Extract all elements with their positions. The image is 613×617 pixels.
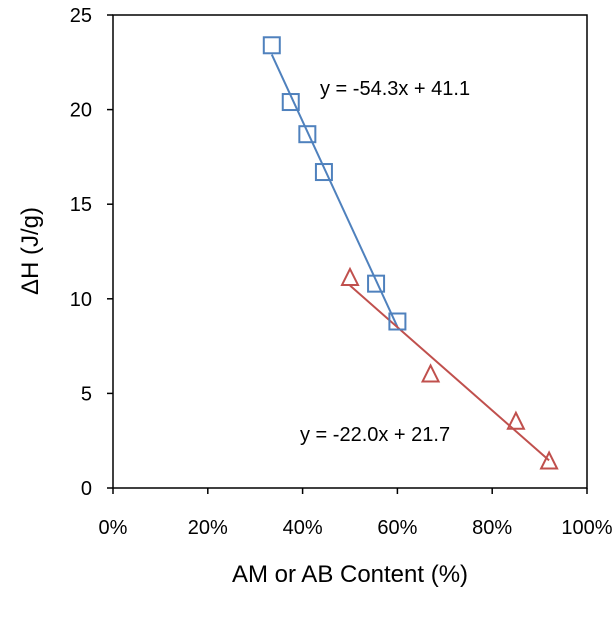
- trendline-1: [270, 54, 399, 328]
- y-axis-title: ΔH (J/g): [17, 207, 44, 295]
- y-tick-label: 5: [81, 383, 92, 405]
- x-tick-label: 20%: [188, 517, 228, 539]
- data-point-square: [262, 36, 281, 55]
- x-tick-label: 80%: [472, 517, 512, 539]
- data-point-triangle: [340, 266, 360, 286]
- y-tick-label: 15: [70, 194, 92, 216]
- data-point-square: [298, 125, 317, 144]
- data-point-square: [367, 274, 386, 293]
- x-tick-label: 100%: [561, 517, 612, 539]
- x-tick-label: 0%: [99, 517, 128, 539]
- trendline-equation-2: y = -22.0x + 21.7: [300, 424, 450, 446]
- trendline-2: [349, 284, 550, 462]
- data-point-triangle: [420, 363, 441, 383]
- y-tick-label: 0: [81, 478, 92, 500]
- data-point-square: [281, 93, 300, 112]
- y-tick-label: 25: [70, 5, 92, 27]
- data-point-triangle: [506, 410, 526, 430]
- x-tick-label: 60%: [377, 517, 417, 539]
- y-tick-label: 10: [70, 289, 92, 311]
- data-point-square: [388, 312, 407, 331]
- plot-area: [112, 14, 588, 489]
- y-tick-label: 20: [70, 100, 92, 122]
- x-axis-title: AM or AB Content (%): [232, 561, 468, 588]
- data-point-square: [314, 163, 333, 182]
- data-point-triangle: [539, 450, 559, 470]
- x-tick-label: 40%: [283, 517, 323, 539]
- trendline-equation-1: y = -54.3x + 41.1: [320, 78, 470, 100]
